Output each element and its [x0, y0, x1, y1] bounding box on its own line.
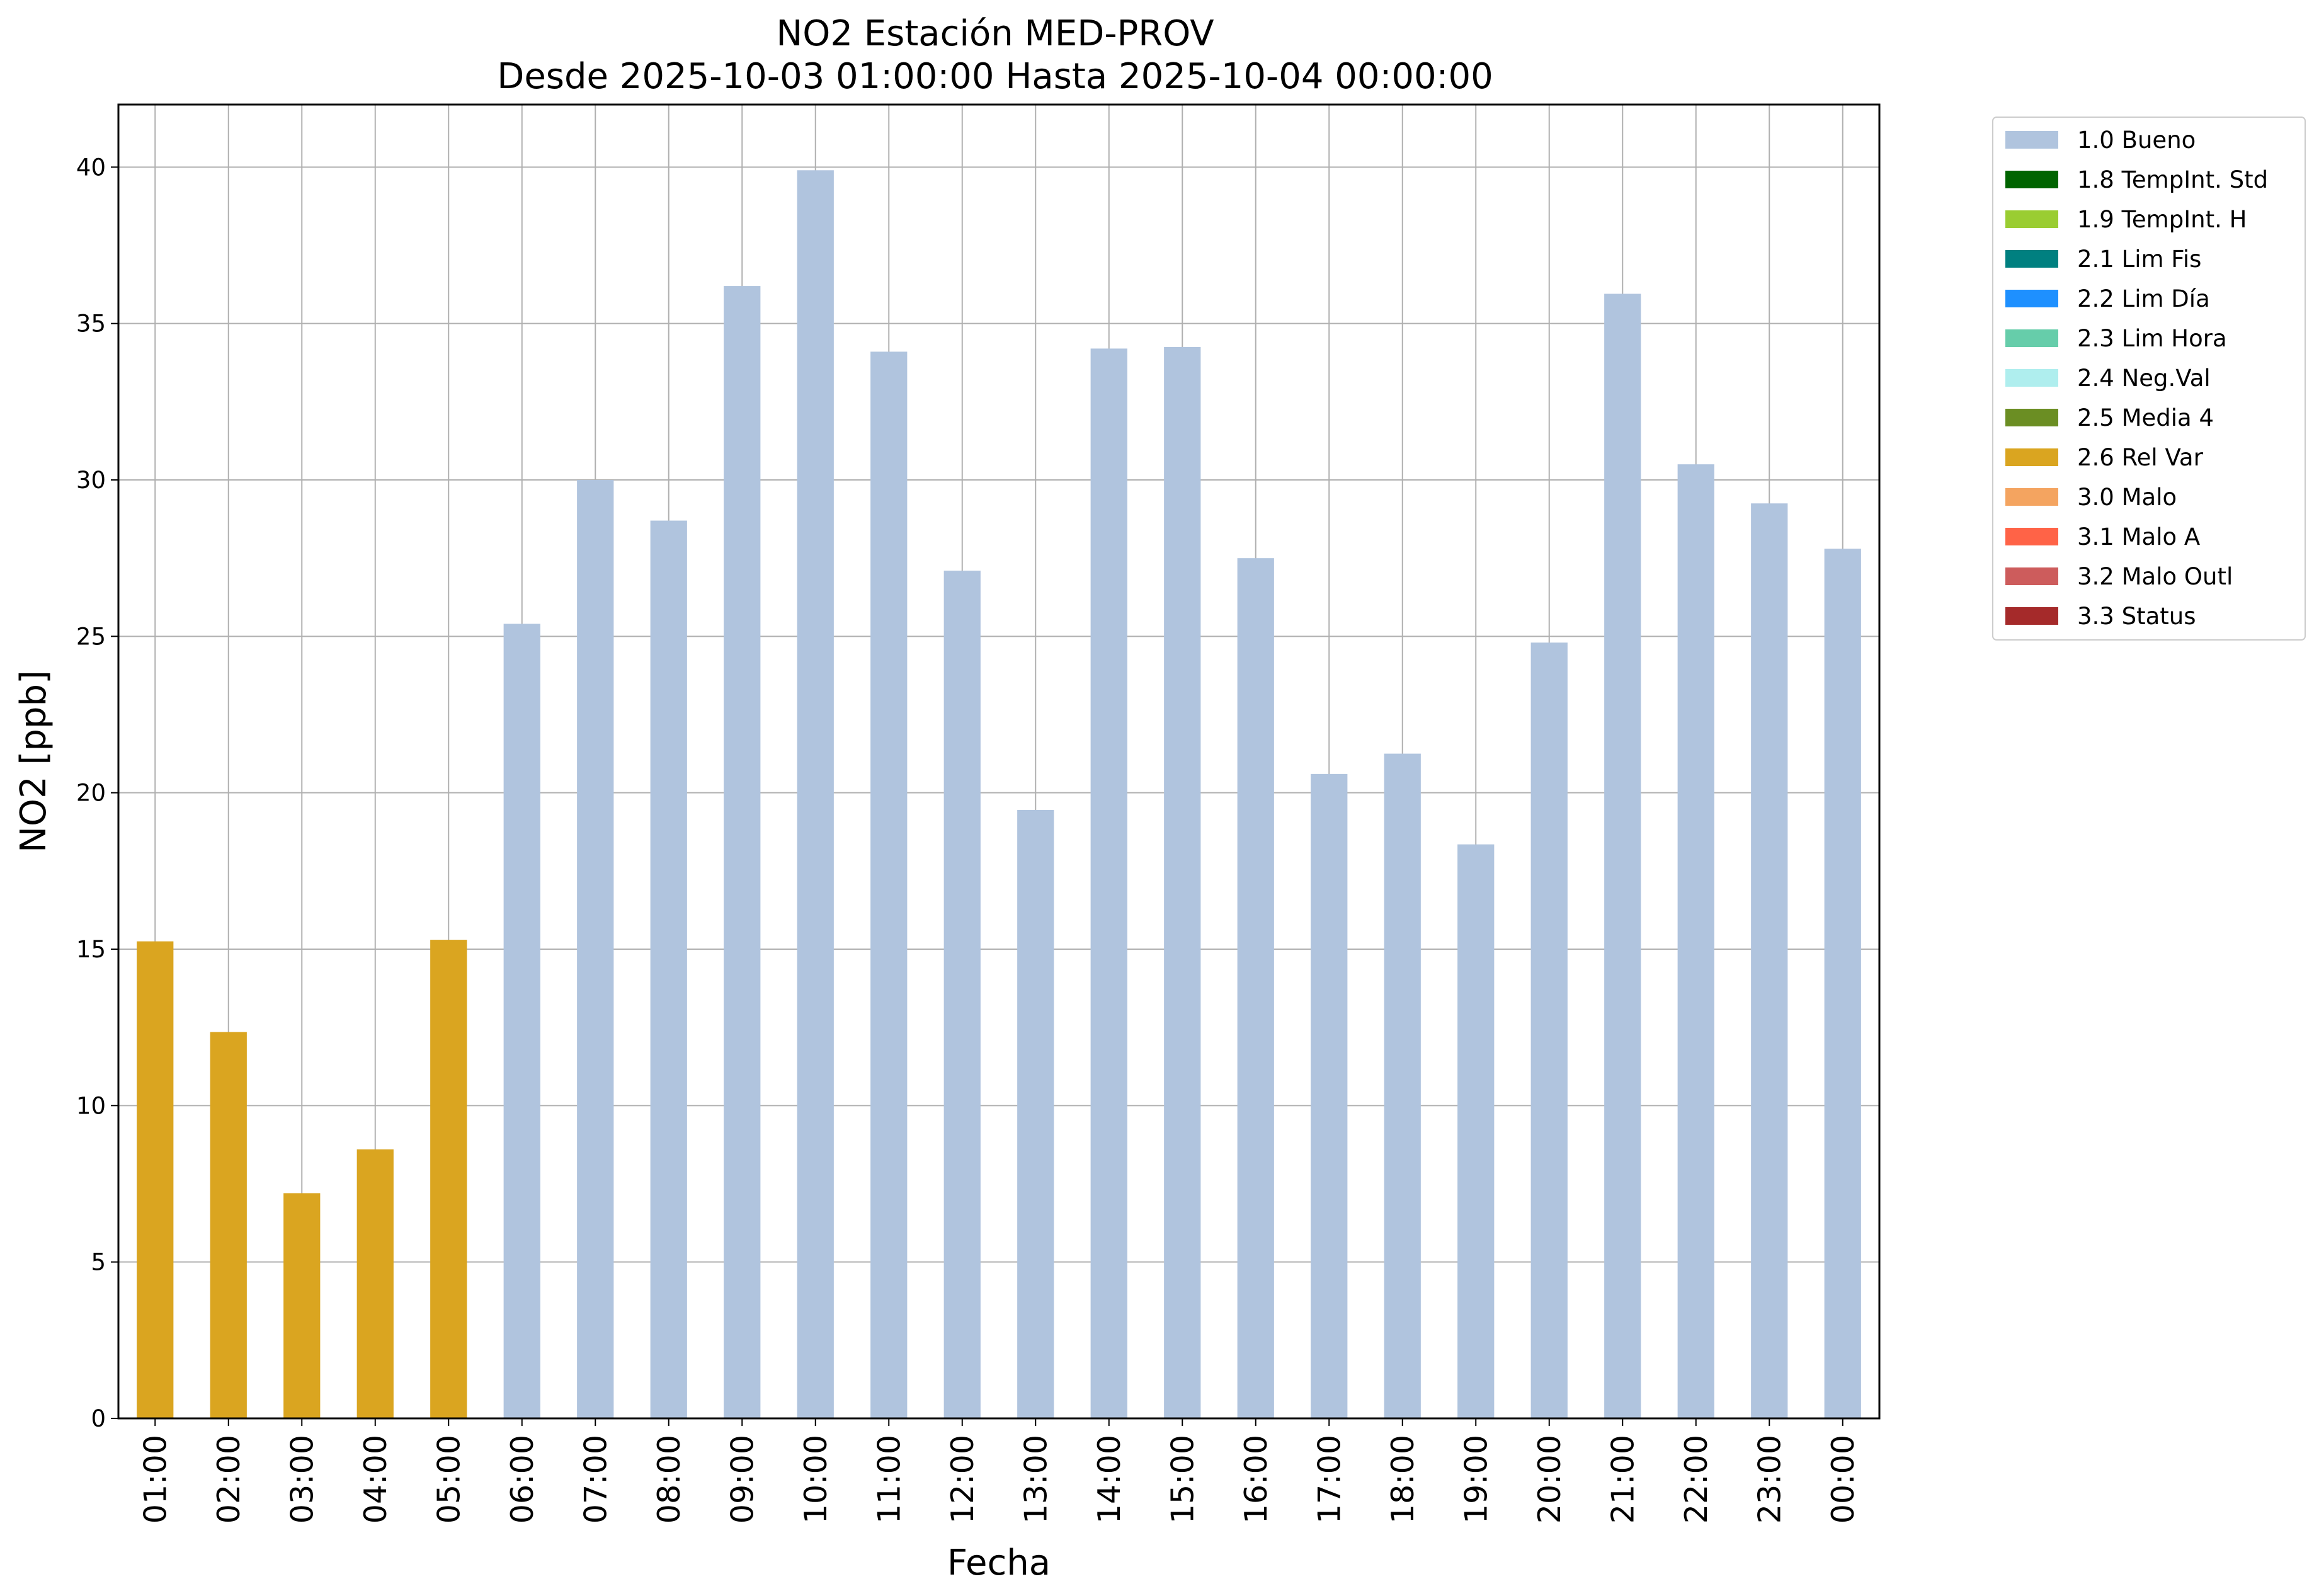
- bar-09:00: [724, 286, 761, 1419]
- x-tick-label: 02:00: [211, 1435, 247, 1524]
- y-tick-label: 5: [91, 1249, 106, 1276]
- x-axis-label: Fecha: [947, 1542, 1051, 1583]
- plot-frame: [117, 103, 1881, 1420]
- y-axis: 0 5 10 15 20 25 30 35 40: [76, 154, 118, 1432]
- y-tick-label: 0: [91, 1405, 106, 1432]
- y-tick-label: 20: [76, 780, 106, 807]
- bar-16:00: [1237, 558, 1274, 1418]
- legend-swatch: [2005, 567, 2058, 585]
- legend-swatch: [2005, 171, 2058, 188]
- legend-label: 3.1 Malo A: [2077, 523, 2200, 550]
- bar-23:00: [1751, 503, 1788, 1418]
- legend-label: 2.5 Media 4: [2077, 404, 2214, 431]
- legend: 1.0 Bueno 1.8 TempInt. Std 1.9 TempInt. H 2…: [1992, 117, 2306, 641]
- x-tick-label: 04:00: [358, 1435, 394, 1524]
- x-tick-label: 10:00: [798, 1435, 834, 1524]
- legend-swatch: [2005, 369, 2058, 387]
- x-tick-label: 14:00: [1091, 1435, 1127, 1524]
- x-tick-label: 03:00: [284, 1435, 320, 1524]
- legend-label: 2.2 Lim Día: [2077, 285, 2210, 312]
- bar-11:00: [870, 351, 908, 1418]
- x-tick-label: 21:00: [1605, 1435, 1641, 1524]
- legend-swatch: [2005, 290, 2058, 307]
- bar-18:00: [1384, 753, 1421, 1418]
- bar-01:00: [137, 941, 174, 1418]
- legend-swatch: [2005, 250, 2058, 268]
- x-tick-label: 01:00: [137, 1435, 173, 1524]
- legend-swatch: [2005, 607, 2058, 625]
- x-tick-label: 16:00: [1238, 1435, 1274, 1524]
- x-axis: 01:00 02:00 03:00 04:00 05:00 06:00 07:00 08:00…: [137, 1418, 1861, 1524]
- legend-swatch: [2005, 409, 2058, 426]
- legend-swatch: [2005, 488, 2058, 506]
- x-tick-label: 05:00: [431, 1435, 467, 1524]
- bars: [137, 170, 1861, 1419]
- bar-12:00: [943, 571, 981, 1418]
- bar-13:00: [1017, 809, 1054, 1418]
- legend-label: 3.0 Malo: [2077, 484, 2177, 511]
- x-tick-label: 07:00: [578, 1435, 613, 1524]
- legend-frame: [1992, 117, 2306, 641]
- bar-15:00: [1164, 346, 1201, 1418]
- legend-swatch: [2005, 528, 2058, 545]
- x-tick-label: 15:00: [1165, 1435, 1200, 1524]
- y-axis-label: NO2 [ppb]: [13, 670, 54, 853]
- x-tick-label: 12:00: [945, 1435, 981, 1524]
- legend-swatch: [2005, 448, 2058, 466]
- y-tick-label: 15: [76, 936, 106, 963]
- legend-label: 2.4 Neg.Val: [2077, 365, 2211, 392]
- x-tick-label: 23:00: [1752, 1435, 1787, 1524]
- bar-03:00: [283, 1193, 321, 1418]
- bar-22:00: [1677, 464, 1714, 1418]
- bar-20:00: [1530, 642, 1568, 1419]
- legend-label: 1.8 TempInt. Std: [2077, 166, 2268, 193]
- legend-swatch: [2005, 210, 2058, 228]
- x-tick-label: 13:00: [1018, 1435, 1054, 1524]
- y-tick-label: 40: [76, 154, 106, 181]
- bar-04:00: [356, 1149, 394, 1418]
- legend-label: 1.9 TempInt. H: [2077, 206, 2247, 233]
- bar-21:00: [1604, 294, 1641, 1418]
- legend-label: 2.3 Lim Hora: [2077, 325, 2227, 352]
- chart-title: NO2 Estación MED-PROV: [776, 13, 1214, 54]
- bar-05:00: [430, 940, 467, 1418]
- x-tick-label: 20:00: [1532, 1435, 1568, 1524]
- legend-swatch: [2005, 329, 2058, 347]
- x-tick-label: 19:00: [1458, 1435, 1494, 1524]
- legend-label: 2.1 Lim Fis: [2077, 246, 2201, 273]
- x-tick-label: 00:00: [1825, 1435, 1861, 1524]
- bar-14:00: [1090, 348, 1127, 1418]
- y-tick-label: 25: [76, 623, 106, 650]
- y-tick-label: 35: [76, 311, 106, 338]
- bar-06:00: [503, 624, 540, 1418]
- bar-02:00: [210, 1032, 247, 1418]
- legend-label: 3.2 Malo Outl: [2077, 563, 2233, 590]
- legend-label: 3.3 Status: [2077, 603, 2196, 630]
- chart-subtitle: Desde 2025-10-03 01:00:00 Hasta 2025-10-…: [497, 56, 1493, 97]
- x-tick-label: 22:00: [1678, 1435, 1714, 1524]
- x-tick-label: 17:00: [1311, 1435, 1347, 1524]
- legend-label: 2.6 Rel Var: [2077, 444, 2204, 471]
- bar-10:00: [797, 170, 834, 1418]
- legend-swatch: [2005, 131, 2058, 149]
- bar-00:00: [1824, 549, 1861, 1419]
- bar-17:00: [1311, 773, 1348, 1418]
- y-tick-label: 10: [76, 1092, 106, 1119]
- x-tick-label: 11:00: [871, 1435, 907, 1524]
- bar-19:00: [1457, 844, 1495, 1418]
- x-tick-label: 18:00: [1385, 1435, 1421, 1524]
- bar-08:00: [650, 520, 687, 1418]
- legend-label: 1.0 Bueno: [2077, 127, 2196, 154]
- x-tick-label: 06:00: [504, 1435, 540, 1524]
- y-tick-label: 30: [76, 467, 106, 494]
- bar-07:00: [577, 480, 614, 1418]
- x-tick-label: 08:00: [651, 1435, 687, 1524]
- x-tick-label: 09:00: [724, 1435, 760, 1524]
